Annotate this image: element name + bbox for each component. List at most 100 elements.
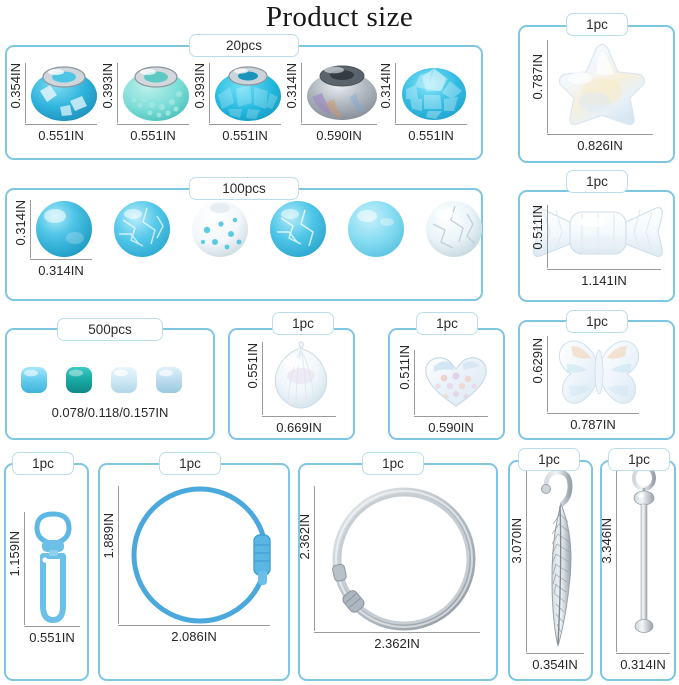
badge-seed-beads: 500pcs: [57, 318, 163, 341]
heart-charm: [420, 352, 492, 410]
dim-width-feather: 0.354IN: [532, 657, 578, 672]
dim-rule-heart-v: [414, 350, 415, 415]
dim-height-bead4: 0.314IN: [284, 63, 299, 109]
dim-rule-clasp-h: [24, 626, 80, 627]
dim-height-clasp: 1.159IN: [7, 531, 22, 577]
dim-width-heart: 0.590IN: [428, 420, 474, 435]
dim-height-bluering: 1.889IN: [101, 513, 116, 559]
candy-charm: [528, 202, 668, 264]
swivel-clasp: [29, 510, 77, 625]
badge-bar-pin: 1pc: [608, 448, 670, 471]
dim-height-feather: 3.070IN: [509, 518, 524, 564]
dim-rule-steelring-h: [314, 632, 480, 633]
panel-steel-cable-ring: [298, 463, 498, 681]
striped-blue-bead: [30, 63, 98, 123]
dim-rule-round-v: [30, 200, 31, 258]
dim-width-candy: 1.141IN: [581, 273, 627, 288]
dim-width-seed-beads: 0.078/0.118/0.157IN: [51, 405, 169, 420]
dim-rule-bead3-h: [209, 124, 281, 125]
dim-rule-bead5-v: [395, 63, 396, 123]
seed-bead-teal: [62, 363, 96, 397]
dim-height-butterfly: 0.629IN: [530, 338, 545, 384]
dim-width-bluering: 2.086IN: [171, 629, 217, 644]
dim-rule-shell-v: [262, 342, 263, 415]
dim-height-barpin: 3.346IN: [599, 518, 614, 564]
white-dotted-round-bead: [191, 200, 249, 258]
dim-rule-bead2-v: [117, 63, 118, 123]
dim-rule-bead1-h: [25, 124, 97, 125]
steel-cable-ring: [322, 483, 482, 635]
badge-candy-charm: 1pc: [566, 170, 628, 193]
dim-width-bead4: 0.590IN: [316, 128, 362, 143]
dim-rule-bead1-v: [25, 63, 26, 123]
butterfly-charm: [553, 334, 645, 406]
dim-width-bead5: 0.551IN: [408, 128, 454, 143]
crystal-rondelle-bead: [400, 63, 468, 123]
dim-rule-bead4-v: [301, 63, 302, 123]
shell-charm: [268, 340, 334, 412]
solid-lightblue-round-bead: [347, 200, 405, 258]
badge-swivel-clasp: 1pc: [12, 452, 74, 475]
dim-width-bead1: 0.551IN: [38, 128, 84, 143]
dim-rule-candy-h: [547, 269, 661, 270]
dim-rule-bead4-h: [301, 124, 377, 125]
dim-width-steelring: 2.362IN: [374, 636, 420, 651]
dim-width-clasp: 0.551IN: [29, 630, 75, 645]
dim-height-candy: 0.511IN: [530, 205, 545, 250]
badge-feather-bookmark: 1pc: [518, 448, 580, 471]
dim-rule-barpin-h: [616, 653, 670, 654]
badge-star-charm: 1pc: [566, 13, 628, 36]
dim-height-round-bead: 0.314IN: [13, 200, 28, 246]
pearl-blue-round-bead: [35, 200, 93, 258]
dim-rule-candy-v: [547, 205, 548, 268]
faceted-aqua-bead: [214, 63, 282, 123]
page-title: Product size: [265, 1, 414, 33]
dim-width-shell: 0.669IN: [276, 420, 322, 435]
dim-height-star: 0.787IN: [530, 54, 545, 100]
panel-feather-bookmark: [508, 460, 593, 681]
dim-width-bead2: 0.551IN: [130, 128, 176, 143]
badge-steel-cable-ring: 1pc: [362, 452, 424, 475]
dim-rule-star-h: [547, 134, 653, 135]
bar-pin: [622, 465, 666, 656]
dim-height-steelring: 2.362IN: [297, 514, 312, 560]
badge-butterfly-charm: 1pc: [566, 310, 628, 333]
badge-shell-charm: 1pc: [272, 312, 334, 335]
iridescent-gray-bead: [306, 63, 378, 123]
dim-height-bead2: 0.393IN: [100, 63, 115, 109]
dim-rule-feather-v: [526, 470, 527, 652]
crackle-aqua-round-bead: [269, 200, 327, 258]
seed-bead-pale: [107, 363, 141, 397]
dim-rule-star-v: [547, 40, 548, 133]
dim-rule-feather-h: [526, 653, 584, 654]
dim-width-butterfly: 0.787IN: [570, 417, 616, 432]
dim-height-bead5: 0.314IN: [378, 63, 393, 109]
dim-rule-shell-h: [262, 416, 336, 417]
dim-rule-bead3-v: [209, 63, 210, 123]
dim-rule-bead5-h: [395, 124, 467, 125]
seed-bead-sky: [17, 363, 51, 397]
white-crackle-round-bead: [425, 200, 483, 258]
badge-heart-charm: 1pc: [416, 312, 478, 335]
badge-round-beads: 100pcs: [189, 177, 299, 200]
dim-width-round-bead: 0.314IN: [38, 263, 84, 278]
badge-euro-beads: 20pcs: [189, 34, 299, 57]
dim-rule-butterfly-v: [547, 336, 548, 412]
star-charm: [552, 40, 652, 132]
dim-width-bead3: 0.551IN: [222, 128, 268, 143]
dim-rule-bead2-h: [117, 124, 189, 125]
dim-rule-heart-h: [414, 416, 488, 417]
dim-height-bead1: 0.354IN: [8, 63, 23, 109]
feather-bookmark: [532, 466, 584, 658]
dim-width-star: 0.826IN: [577, 138, 623, 153]
dim-height-heart: 0.511IN: [397, 345, 412, 390]
dim-rule-barpin-v: [616, 470, 617, 652]
dim-rule-butterfly-h: [547, 413, 639, 414]
dim-height-bead3: 0.393IN: [192, 63, 207, 109]
dim-rule-bluering-h: [118, 625, 270, 626]
dim-rule-steelring-v: [314, 486, 315, 631]
dim-width-barpin: 0.314IN: [620, 657, 666, 672]
crackle-blue-round-bead: [113, 200, 171, 258]
blue-cable-keyring: [128, 483, 280, 633]
seed-bead-frost: [152, 363, 186, 397]
